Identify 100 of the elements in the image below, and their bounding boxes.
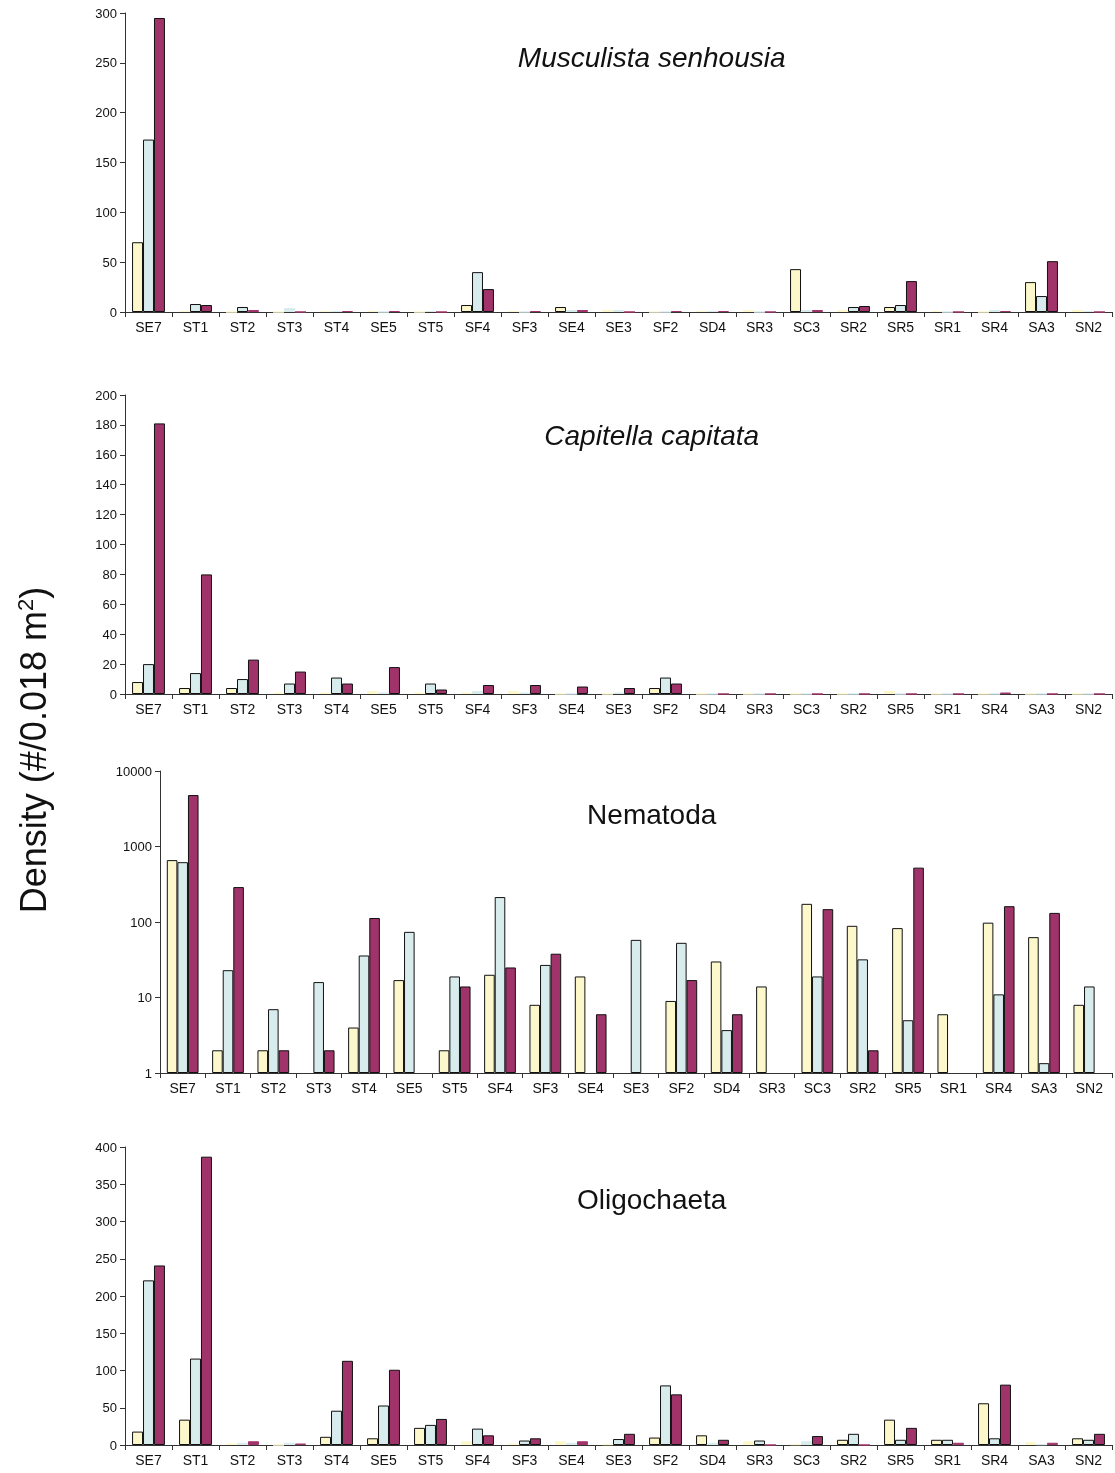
x-tick-label: SR2 xyxy=(849,1080,877,1096)
x-tick-label: SD4 xyxy=(713,1080,741,1096)
x-tick-label: SE5 xyxy=(370,701,397,717)
text: Capitella capitata xyxy=(544,419,760,451)
y-tick-label: 10000 xyxy=(115,763,152,779)
bar xyxy=(623,688,635,694)
x-tick-label: ST2 xyxy=(229,319,256,335)
x-tick-label: SE3 xyxy=(605,1452,632,1468)
bar xyxy=(529,685,541,694)
y-tick-label: 160 xyxy=(95,447,117,463)
x-tick-label: SR4 xyxy=(980,319,1009,335)
y-tick-label: 20 xyxy=(102,656,117,672)
x-tick-label: SE7 xyxy=(169,1080,197,1096)
x-tick-label: SR1 xyxy=(933,319,962,335)
x-tick-label: SE4 xyxy=(558,1452,585,1468)
y-tick-label: 100 xyxy=(95,204,117,220)
x-tick-label: SR2 xyxy=(839,319,868,335)
x-tick-label: SN2 xyxy=(1074,1452,1103,1468)
x-tick-label: SE4 xyxy=(577,1080,605,1096)
x-tick-label: SA3 xyxy=(1028,319,1055,335)
x-tick-label: SF3 xyxy=(511,701,538,717)
x-tick-label: SR3 xyxy=(745,701,774,717)
x-tick-label: SC3 xyxy=(803,1080,832,1096)
y-tick-label: 150 xyxy=(95,155,117,170)
x-tick-label: ST3 xyxy=(305,1080,332,1096)
y-tick-label: 1000 xyxy=(123,839,152,854)
text: Oligochaeta xyxy=(576,1183,727,1215)
bar xyxy=(576,1441,588,1445)
y-tick-label: 100 xyxy=(95,537,117,552)
x-tick-label: ST3 xyxy=(276,1452,303,1468)
text: Nematoda xyxy=(587,798,717,830)
x-tick-label: SE4 xyxy=(558,701,585,717)
bar xyxy=(811,1436,823,1445)
x-tick-label: SN2 xyxy=(1075,1080,1104,1096)
x-tick-label: SR2 xyxy=(839,701,868,717)
x-tick-label: SF3 xyxy=(511,1452,538,1468)
x-tick-label: SR5 xyxy=(886,319,915,335)
x-tick-label: SE5 xyxy=(370,1452,397,1468)
y-tick-label: 180 xyxy=(95,417,117,433)
x-tick-label: ST2 xyxy=(229,1452,256,1468)
x-tick-label: SR5 xyxy=(886,701,915,717)
x-tick-label: ST5 xyxy=(417,1452,444,1468)
bar xyxy=(801,1441,812,1445)
x-tick-label: SC3 xyxy=(792,1452,821,1468)
x-tick-label: SE3 xyxy=(622,1080,650,1096)
y-tick-label: 300 xyxy=(95,1214,117,1229)
y-tick-label: 40 xyxy=(102,626,117,642)
y-tick-label: 10 xyxy=(137,990,152,1005)
bar xyxy=(555,1441,567,1445)
x-tick-label: SF3 xyxy=(511,319,538,335)
y-tick-label: 150 xyxy=(95,1325,117,1341)
x-tick-label: SE5 xyxy=(396,1080,423,1096)
x-tick-label: SE3 xyxy=(605,701,632,717)
y-tick-label: 1 xyxy=(144,1065,152,1081)
bar xyxy=(482,685,494,694)
x-tick-label: SF2 xyxy=(652,1452,679,1468)
x-tick-label: ST5 xyxy=(417,701,444,717)
y-tick-label: 250 xyxy=(95,1251,117,1267)
bar xyxy=(790,269,802,312)
x-tick-label: SC3 xyxy=(792,701,821,717)
x-tick-label: SC3 xyxy=(792,319,821,335)
x-tick-label: ST1 xyxy=(182,701,209,717)
x-tick-label: SF3 xyxy=(532,1080,559,1096)
x-tick-label: SF2 xyxy=(652,319,679,335)
x-tick-label: ST4 xyxy=(323,701,350,717)
bar xyxy=(555,307,567,312)
x-tick-label: SF4 xyxy=(464,701,491,717)
x-tick-label: SR1 xyxy=(939,1080,968,1096)
x-tick-label: SR1 xyxy=(933,701,962,717)
x-tick-label: SR1 xyxy=(933,1452,962,1468)
bar xyxy=(743,1441,755,1445)
x-tick-label: SF4 xyxy=(464,319,491,335)
x-tick-label: ST1 xyxy=(182,319,209,335)
x-tick-label: SR4 xyxy=(980,701,1009,717)
y-tick-label: 80 xyxy=(102,566,117,582)
bar xyxy=(576,686,588,694)
x-tick-label: ST4 xyxy=(351,1080,378,1096)
bar xyxy=(284,308,295,312)
x-tick-label: ST1 xyxy=(182,1452,209,1468)
x-tick-label: SE5 xyxy=(370,319,397,335)
x-tick-label: ST3 xyxy=(276,319,303,335)
x-tick-label: SR5 xyxy=(886,1452,915,1468)
x-tick-label: SD4 xyxy=(698,701,727,717)
y-tick-label: 50 xyxy=(102,1400,117,1416)
x-tick-label: SA3 xyxy=(1028,1452,1055,1468)
y-tick-label: 50 xyxy=(102,254,117,270)
x-tick-label: SE7 xyxy=(135,1452,162,1468)
x-tick-label: SF2 xyxy=(652,701,679,717)
y-tick-label: 140 xyxy=(95,477,117,493)
bar xyxy=(461,1441,473,1445)
x-tick-label: ST4 xyxy=(323,1452,350,1468)
y-tick-label: 300 xyxy=(95,5,117,21)
x-tick-label: SR4 xyxy=(980,1452,1009,1468)
y-tick-label: 250 xyxy=(95,55,117,71)
y-tick-label: 100 xyxy=(130,914,152,930)
x-tick-label: ST4 xyxy=(323,319,350,335)
x-tick-label: ST2 xyxy=(260,1080,287,1096)
y-tick-label: 0 xyxy=(109,1437,117,1453)
x-tick-label: ST1 xyxy=(215,1080,242,1096)
x-tick-label: ST2 xyxy=(229,701,256,717)
